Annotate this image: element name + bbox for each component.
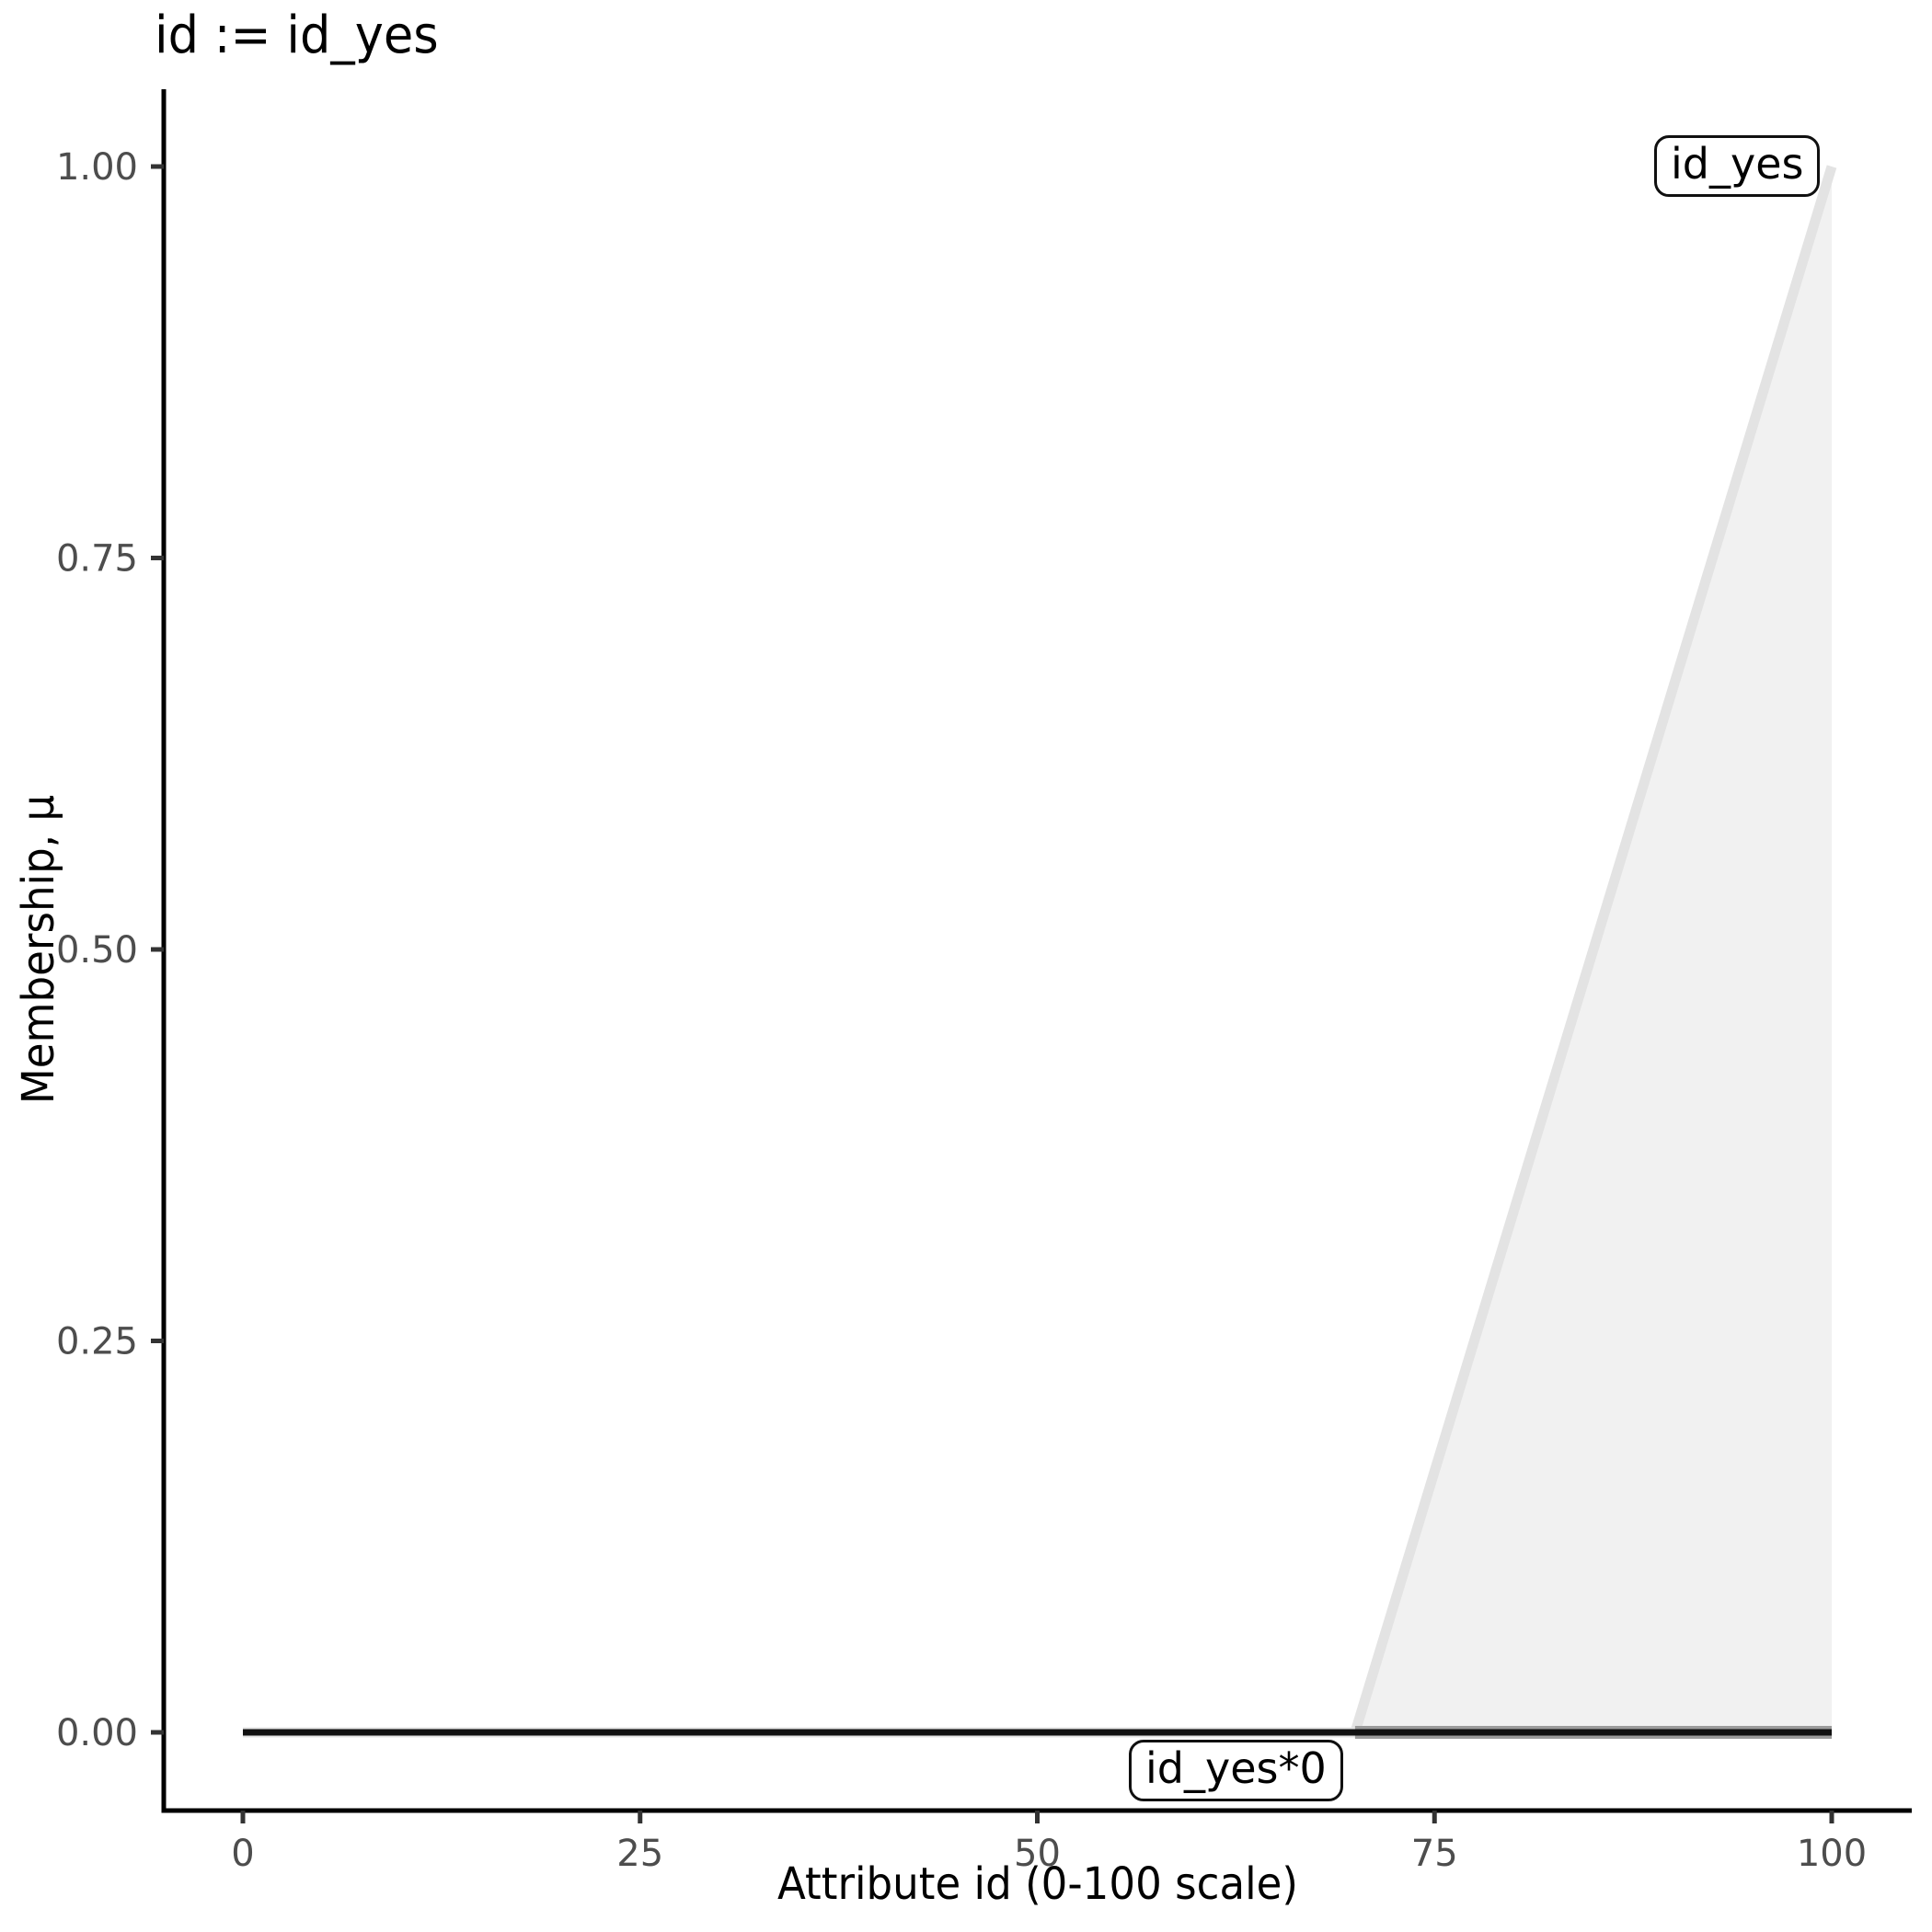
y-tick-label: 1.00: [56, 146, 138, 189]
y-tick-label: 0.50: [56, 929, 138, 972]
x-tick-label: 25: [616, 1833, 663, 1875]
x-tick-label: 100: [1797, 1833, 1867, 1875]
x-tick-label: 75: [1411, 1833, 1458, 1875]
series-label-id-yes-0: id_yes*0: [1129, 1740, 1343, 1801]
series-label-id-yes: id_yes: [1654, 135, 1821, 197]
x-tick-label: 50: [1014, 1833, 1061, 1875]
y-tick-label: 0.25: [56, 1321, 138, 1363]
x-axis-label: Attribute id (0-100 scale): [776, 1858, 1298, 1910]
y-tick-label: 0.75: [56, 538, 138, 581]
chart-title: id := id_yes: [155, 6, 439, 65]
x-tick-label: 0: [231, 1833, 254, 1875]
y-tick-label: 0.00: [56, 1712, 138, 1754]
